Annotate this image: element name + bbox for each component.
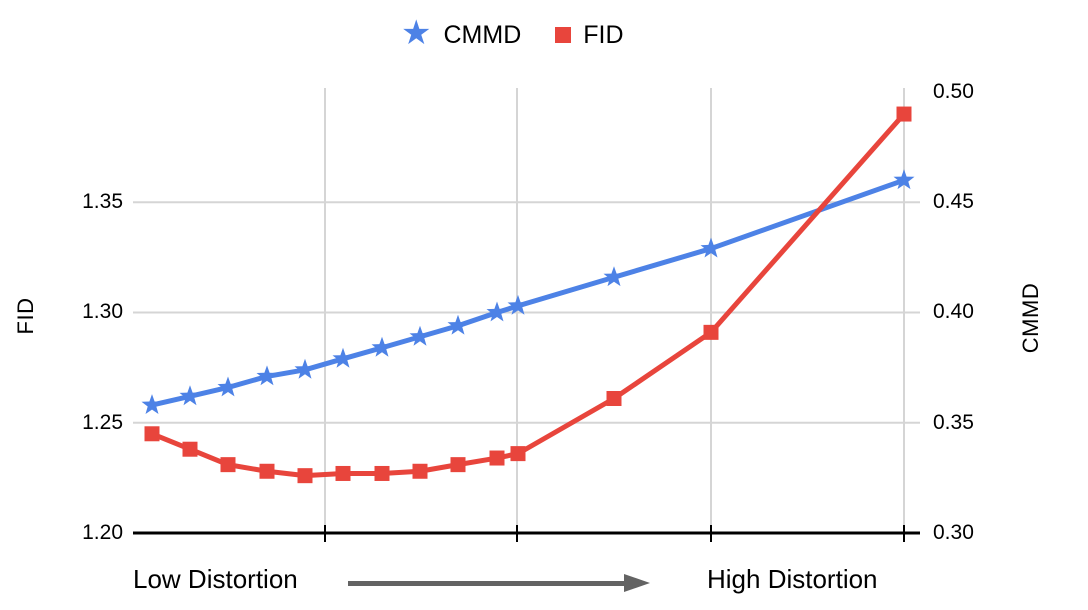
fid-line	[151, 112, 906, 479]
fid-data-point	[510, 446, 526, 462]
arrow-head-icon	[624, 574, 650, 592]
right-axis-tick: 0.35	[933, 411, 974, 434]
fid-data-point	[489, 450, 505, 466]
legend-label-cmmd: CMMD	[443, 21, 522, 49]
left-axis-tick: 1.20	[82, 521, 123, 544]
left-axis-tick: 1.25	[82, 411, 123, 434]
fid-data-point	[374, 465, 390, 481]
fid-data-point	[259, 463, 275, 479]
cmmd-data-point	[447, 314, 469, 335]
right-axis-tick: 0.45	[933, 190, 974, 213]
right-axis-title: CMMD	[1018, 282, 1043, 354]
x-axis-label-high: High Distortion	[707, 564, 878, 594]
cmmd-data-point	[141, 394, 163, 414]
right-axis-tick: 0.40	[933, 300, 974, 323]
fid-data-point	[335, 465, 351, 481]
legend: ★ CMMD FID	[401, 14, 624, 52]
cmmd-data-point	[256, 365, 278, 386]
right-axis-tick: 0.50	[933, 80, 974, 103]
cmmd-data-point	[486, 301, 508, 322]
fid-data-point	[144, 426, 160, 442]
legend-item-cmmd: ★ CMMD	[401, 14, 522, 52]
fid-data-point	[297, 468, 313, 484]
fid-data-point	[412, 463, 428, 479]
fid-data-point	[606, 390, 622, 406]
cmmd-data-point	[332, 347, 354, 368]
square-icon	[555, 27, 572, 43]
cmmd-data-point	[893, 169, 915, 190]
left-axis-title: FID	[13, 297, 38, 335]
fid-data-point	[450, 457, 466, 473]
fid-data-point	[182, 441, 198, 457]
fid-data-point	[703, 324, 719, 340]
fid-data-point	[896, 106, 912, 122]
star-icon: ★	[401, 14, 432, 52]
legend-item-fid: FID	[555, 20, 624, 50]
x-axis-label-low: Low Distortion	[133, 564, 298, 594]
cmmd-data-point	[217, 376, 239, 397]
cmmd-data-point	[603, 266, 625, 287]
cmmd-data-point	[294, 358, 316, 379]
cmmd-line	[151, 177, 905, 408]
cmmd-data-point	[371, 336, 393, 357]
right-axis-tick: 0.30	[933, 521, 974, 544]
left-axis-tick: 1.35	[82, 190, 123, 213]
cmmd-data-point	[179, 385, 201, 406]
cmmd-data-point	[409, 325, 431, 346]
cmmd-data-point	[700, 237, 722, 258]
legend-label-fid: FID	[583, 21, 624, 49]
cmmd-data-point	[507, 294, 529, 315]
fid-data-point	[220, 457, 236, 473]
distortion-arrow	[348, 581, 626, 586]
left-axis-tick: 1.30	[82, 300, 123, 323]
